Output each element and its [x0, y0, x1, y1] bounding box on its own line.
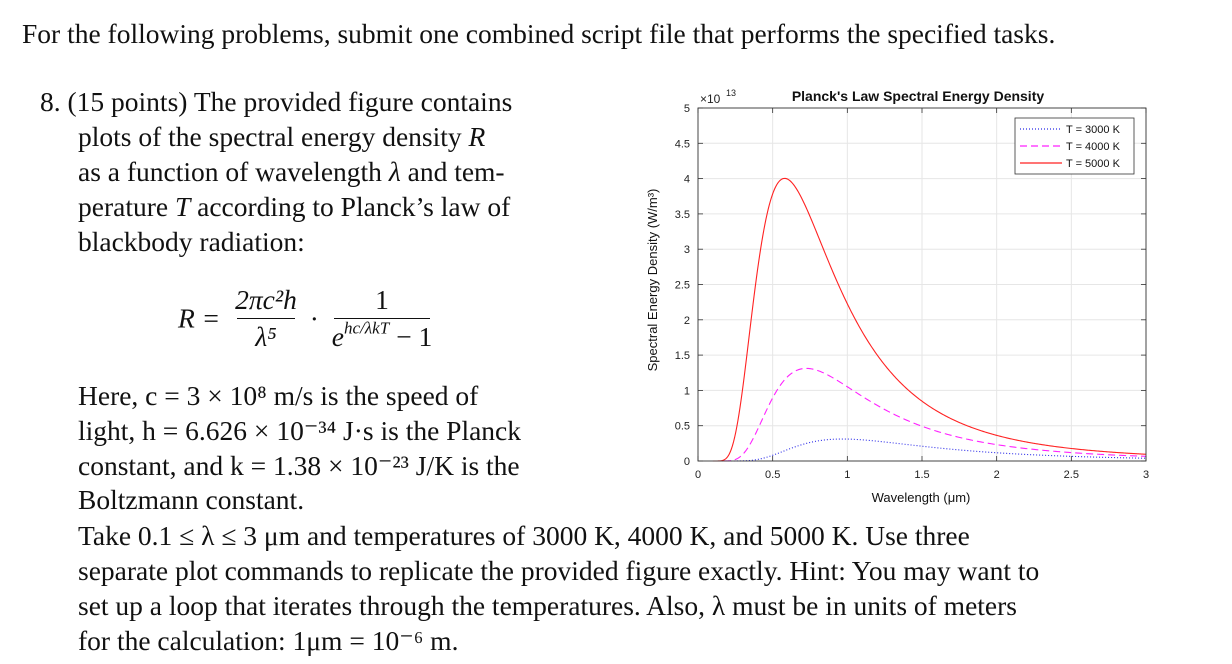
problem-text-5: perature	[78, 191, 169, 222]
equation-dot: ·	[309, 302, 319, 334]
y-tick-label: 4	[684, 174, 690, 186]
equation-fraction-2: 1 ehc/λkT − 1	[332, 282, 432, 355]
instructions-line-2: separate plot commands to replicate the …	[78, 555, 1040, 586]
equation-denominator-1: λ⁵	[255, 321, 277, 352]
constants-line-3: constant, and k = 1.38 × 10⁻²³ J/K is th…	[78, 450, 520, 481]
x-tick-label: 2	[994, 469, 1000, 481]
x-tick-label: 3	[1143, 469, 1149, 481]
problem-text-1: The provided figure contains	[193, 86, 513, 117]
chart-title: Planck's Law Spectral Energy Density	[792, 88, 1045, 104]
problem-text-2: plots of the spectral energy density	[78, 121, 462, 152]
y-tick-label: 3	[684, 244, 690, 256]
instructions-line-1: Take 0.1 ≤ λ ≤ 3 μm and temperatures of …	[78, 520, 970, 551]
series-group	[712, 177, 1147, 462]
x-tick-label: 1.5	[914, 469, 929, 481]
equation-lhs: R =	[178, 302, 221, 334]
problem-line-1: 8. (15 points) The provided figure conta…	[40, 84, 512, 119]
legend-label-4000: T = 4000 K	[1066, 141, 1121, 153]
intro-text: For the following problems, submit one c…	[22, 18, 1056, 49]
problem-text-3: as a function of wavelength	[78, 156, 382, 187]
problem-line-4: perature T according to Planck’s law of	[78, 189, 510, 224]
axes	[697, 107, 1147, 462]
constants-line-1: Here, c = 3 × 10⁸ m/s is the speed of	[78, 380, 479, 411]
equation-denominator-2: ehc/λkT − 1	[332, 319, 432, 355]
equation-minus-one: − 1	[396, 321, 433, 352]
x-tick-label: 1	[844, 469, 850, 481]
y-tick-label: 4.5	[675, 138, 690, 150]
equation-fraction-1: 2πc²h λ⁵	[235, 282, 297, 355]
y-tick-label: 0.5	[675, 421, 690, 433]
instructions-line-4: for the calculation: 1μm = 10⁻⁶ m.	[78, 625, 459, 656]
planck-equation: R = 2πc²h λ⁵ · 1 ehc/λkT − 1	[178, 282, 432, 355]
legend-label-3000: T = 3000 K	[1066, 124, 1121, 136]
y-tick-label: 1	[684, 385, 690, 397]
problem-text-7: blackbody radiation:	[78, 226, 305, 257]
y-axis-label: Spectral Energy Density (W/m³)	[645, 189, 660, 372]
problem-line-3: as a function of wavelength λ and tem-	[78, 154, 505, 189]
problem-points: (15 points)	[67, 86, 188, 117]
variable-R: R	[468, 121, 486, 152]
y-tick-label: 0	[684, 456, 690, 468]
x-tick-label: 2.5	[1064, 469, 1079, 481]
series-line-4000	[712, 367, 1147, 462]
y-tick-label: 2.5	[675, 280, 690, 292]
equation-exp-base: e	[331, 321, 344, 352]
equation-numerator-2: 1	[375, 284, 389, 315]
y-tick-label: 5	[684, 103, 690, 115]
instructions-line-3: set up a loop that iterates through the …	[78, 590, 1017, 621]
planck-chart: 0 0.5 1 1.5 2 2.5 3 0 0.5 1 1.5 2 2.5 3 3.5 4 4.5 5 Planc…	[645, 88, 1149, 505]
y-tick-label: 3.5	[675, 209, 690, 221]
problem-text-4: and tem-	[407, 156, 505, 187]
y-exponent-base: ×10	[700, 92, 721, 106]
constants-line-2: light, h = 6.626 × 10⁻³⁴ J·s is the Plan…	[78, 415, 522, 446]
y-exponent-power: 13	[726, 88, 736, 98]
legend: T = 3000 K T = 4000 K T = 5000 K	[1014, 117, 1135, 175]
x-tick-label: 0	[695, 469, 701, 481]
series-line-5000	[712, 177, 1147, 462]
y-tick-label: 1.5	[675, 350, 690, 362]
variable-lambda: λ	[388, 156, 401, 187]
x-axis-label: Wavelength (μm)	[872, 490, 971, 505]
problem-line-2: plots of the spectral energy density R	[78, 119, 485, 154]
problem-text-6: according to Planck’s law of	[197, 191, 511, 222]
problem-line-5: blackbody radiation:	[78, 224, 305, 259]
equation-numerator-1: 2πc²h	[235, 284, 297, 315]
x-tick-label: 0.5	[765, 469, 780, 481]
y-tick-label: 2	[684, 315, 690, 327]
constants-line-4: Boltzmann constant.	[78, 484, 305, 515]
tick-labels: 0 0.5 1 1.5 2 2.5 3 0 0.5 1 1.5 2 2.5 3 3.5 4 4.5 5	[675, 103, 1149, 481]
problem-number: 8.	[40, 86, 61, 117]
legend-label-5000: T = 5000 K	[1066, 158, 1121, 170]
variable-T: T	[174, 191, 191, 222]
equation-exp-power: hc/λkT	[343, 318, 390, 338]
